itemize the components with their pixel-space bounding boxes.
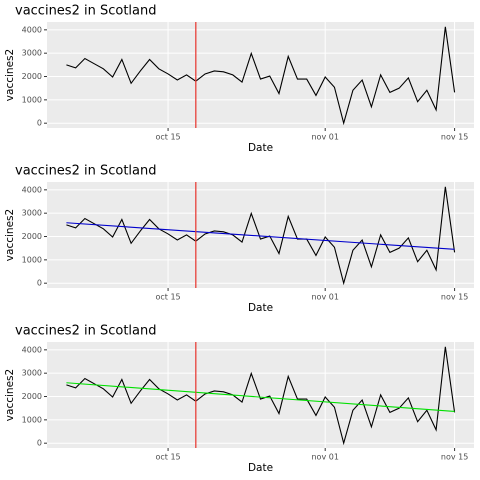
x-tick-label: oct 15 (155, 453, 180, 462)
trend-line (66, 222, 455, 250)
x-tick-label: oct 15 (155, 293, 180, 302)
trend-line (66, 382, 455, 413)
panel (47, 182, 474, 288)
data-line (66, 186, 456, 286)
y-tick-label: 0 (37, 119, 42, 128)
y-tick-label: 3000 (22, 209, 42, 218)
y-tick-label: 2000 (22, 392, 42, 401)
x-tick-label: nov 01 (311, 453, 338, 462)
y-axis-label: vaccines2 (4, 369, 16, 421)
x-tick-label: nov 15 (441, 133, 468, 142)
y-tick-label: 0 (37, 439, 42, 448)
y-tick-label: 4000 (22, 25, 42, 34)
y-tick-label: 3000 (22, 369, 42, 378)
x-tick-label: nov 15 (441, 453, 468, 462)
y-axis-label: vaccines2 (4, 49, 16, 101)
x-tick-label: nov 01 (311, 133, 338, 142)
chart: vaccines2 in Scotland 0 1000 2000 3000 4000 oc… (4, 4, 474, 154)
panel (47, 22, 474, 128)
y-tick-label: 1000 (22, 255, 42, 264)
chart-title: vaccines2 in Scotland (15, 4, 156, 19)
data-line (66, 26, 456, 126)
chart: vaccines2 in Scotland 0 1000 2000 3000 4000 oc… (4, 164, 474, 314)
y-tick-label: 4000 (22, 345, 42, 354)
y-tick-label: 0 (37, 279, 42, 288)
x-axis-label: Date (248, 462, 273, 474)
y-axis-label: vaccines2 (4, 209, 16, 261)
chart-title: vaccines2 in Scotland (15, 164, 156, 179)
y-tick-label: 4000 (22, 185, 42, 194)
panel (47, 342, 474, 448)
x-axis-label: Date (248, 302, 273, 314)
y-tick-label: 1000 (22, 95, 42, 104)
y-tick-label: 1000 (22, 415, 42, 424)
chart-title: vaccines2 in Scotland (15, 324, 156, 339)
chart: vaccines2 in Scotland 0 1000 2000 3000 4000 oc… (4, 324, 474, 474)
x-tick-label: nov 15 (441, 293, 468, 302)
x-tick-label: nov 01 (311, 293, 338, 302)
x-axis-label: Date (248, 142, 273, 154)
y-tick-label: 2000 (22, 232, 42, 241)
y-tick-label: 3000 (22, 49, 42, 58)
data-line (66, 346, 456, 446)
y-tick-label: 2000 (22, 72, 42, 81)
x-tick-label: oct 15 (155, 133, 180, 142)
